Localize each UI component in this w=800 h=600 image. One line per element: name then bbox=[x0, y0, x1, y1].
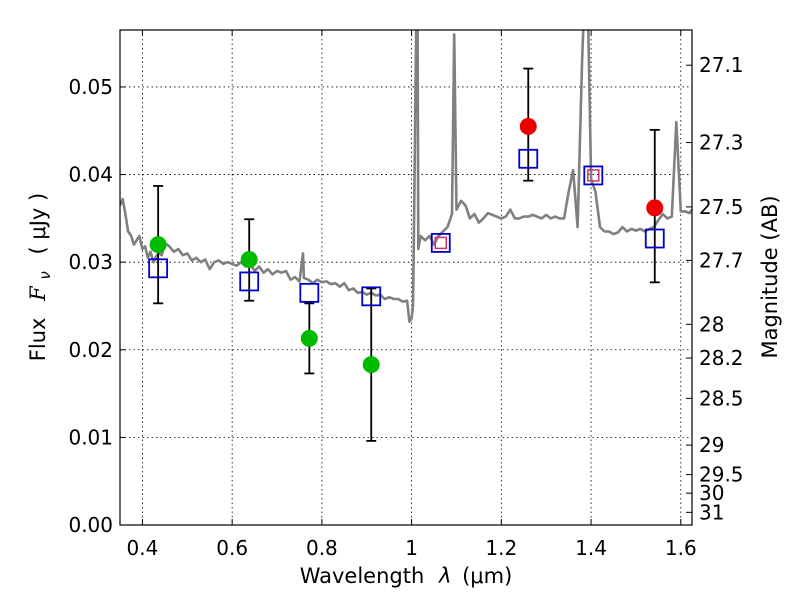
y2-tick-label: 28.5 bbox=[699, 386, 744, 410]
x-axis-label: Wavelength λ (μm) bbox=[300, 564, 513, 588]
model-photometry-square bbox=[361, 286, 382, 307]
model-photometry-square bbox=[148, 258, 169, 279]
x-tick-label: 0.4 bbox=[127, 536, 159, 560]
y2-tick-label: 27.5 bbox=[699, 195, 744, 219]
model-photometry-inner-square bbox=[434, 236, 448, 250]
x-axis-ticks: 0.4 0.6 0.8 1 1.2 1.4 1.6 bbox=[127, 30, 697, 560]
y2-tick-label: 29 bbox=[699, 433, 724, 457]
x-axis-label-symbol: λ bbox=[438, 564, 451, 588]
detection-point-green bbox=[362, 356, 380, 374]
y2-tick-label: 30 bbox=[699, 481, 724, 505]
detection-point-red bbox=[646, 199, 664, 217]
model-photometry-square bbox=[430, 232, 451, 253]
x-tick-label: 1.6 bbox=[665, 536, 697, 560]
detection-point-green bbox=[240, 251, 258, 269]
y2-tick-label: 28.2 bbox=[699, 346, 744, 370]
y2-axis-label: Magnitude (AB) bbox=[758, 195, 782, 358]
y2-tick-label: 27.7 bbox=[699, 248, 744, 272]
x-tick-label: 1 bbox=[405, 536, 418, 560]
y-tick-label: 0.02 bbox=[68, 338, 113, 362]
y-axis-label-unit: ( μJy ) bbox=[26, 193, 50, 255]
y2-tick-label: 27.3 bbox=[699, 131, 744, 155]
y-tick-label: 0.03 bbox=[68, 250, 113, 274]
plot-frame bbox=[119, 29, 693, 526]
y2-tick-label: 28 bbox=[699, 312, 724, 336]
x-tick-label: 0.6 bbox=[216, 536, 248, 560]
y-axis-ticks: 0.00 0.01 0.02 0.03 0.04 0.05 bbox=[68, 75, 126, 537]
plot-background bbox=[120, 30, 692, 525]
model-photometry-square bbox=[299, 282, 320, 303]
data-points bbox=[148, 117, 665, 374]
x-tick-label: 0.8 bbox=[306, 536, 338, 560]
y-axis-label-text: Flux bbox=[26, 318, 50, 362]
y-axis-label: Flux F ν ( μJy ) bbox=[26, 193, 55, 361]
x-axis-label-unit: (μm) bbox=[462, 564, 512, 588]
y-axis-label-symbol: F bbox=[26, 285, 50, 302]
y-tick-label: 0.04 bbox=[68, 163, 113, 187]
y-tick-label: 0.01 bbox=[68, 425, 113, 449]
model-photometry-square bbox=[518, 148, 539, 169]
model-photometry-inner-square bbox=[587, 169, 600, 182]
model-photometry-square bbox=[583, 165, 604, 186]
x-axis-label-text: Wavelength bbox=[300, 564, 425, 588]
y-axis-label-subscript: ν bbox=[36, 271, 54, 279]
detection-point-green bbox=[300, 329, 318, 347]
model-spectrum bbox=[120, 30, 692, 324]
y2-tick-label: 29.5 bbox=[699, 463, 744, 487]
detection-point-green bbox=[149, 236, 167, 254]
x-tick-label: 1.2 bbox=[485, 536, 517, 560]
y2-tick-label: 31 bbox=[699, 500, 724, 524]
y2-tick-label: 27.1 bbox=[699, 53, 744, 77]
detection-point-red bbox=[519, 117, 537, 135]
y-tick-label: 0.00 bbox=[68, 513, 113, 537]
model-photometry-square bbox=[644, 228, 665, 249]
model-spectrum-line bbox=[120, 30, 692, 324]
model-photometry-square bbox=[239, 271, 260, 292]
y-tick-label: 0.05 bbox=[68, 75, 113, 99]
x-tick-label: 1.4 bbox=[575, 536, 607, 560]
